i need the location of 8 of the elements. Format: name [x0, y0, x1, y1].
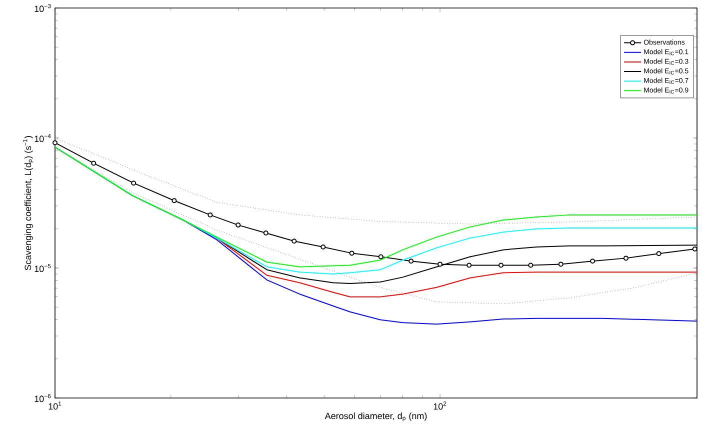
x-axis-title: Aerosol diameter, d$_{p}$ (nm)	[324, 412, 427, 422]
y-tick-label: 10$^{−3}$	[34, 4, 51, 12]
x-tick-label: 10$^{2}$	[434, 402, 446, 410]
y-tick-label: 10$^{−5}$	[34, 264, 51, 272]
y-axis-title: Scavenging coefficient, L(d$_{p}$) (s$^{−1}$)	[23, 136, 34, 270]
y-tick-label: 10$^{−4}$	[34, 134, 51, 142]
y-tick-label: 10$^{−6}$	[34, 394, 51, 402]
x-tick-label: 10$^{1}$	[48, 402, 62, 410]
